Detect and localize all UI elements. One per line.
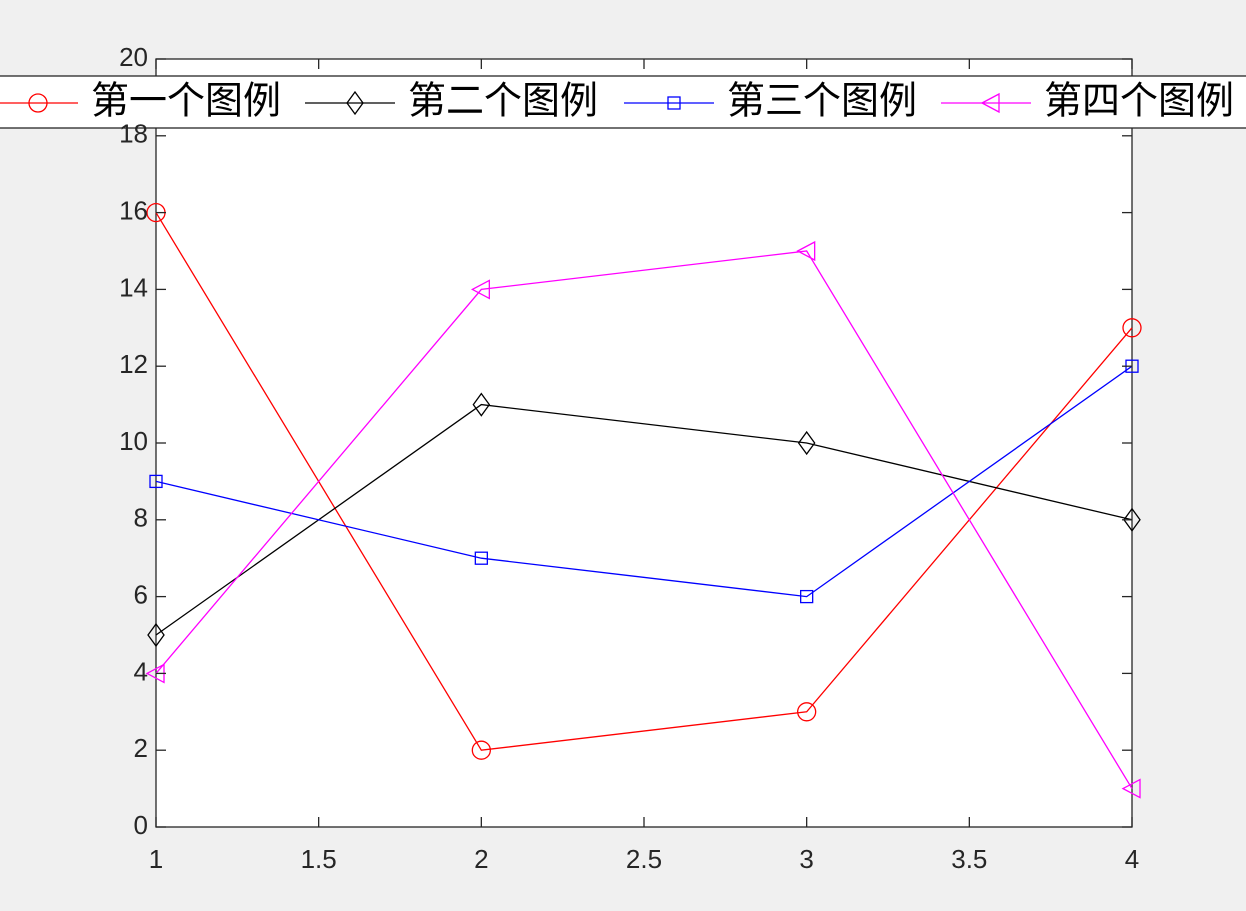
marks (145, 202, 1142, 799)
y-tick-label: 14 (119, 272, 148, 302)
y-tick-label: 6 (134, 579, 148, 609)
marker (1122, 318, 1142, 338)
marker (796, 240, 816, 262)
legend: 第一个图例 第二个图例 第三个图例 第四个图例 (0, 75, 1246, 129)
x-tick-label: 1 (149, 844, 163, 874)
marker (346, 90, 364, 116)
marker (28, 93, 48, 113)
legend-label: 第二个图例 (408, 81, 598, 123)
y-tick-label: 20 (119, 42, 148, 72)
y-tick-label: 12 (119, 349, 148, 379)
y-tick-label: 8 (134, 503, 148, 533)
marker (470, 279, 490, 300)
x-tick-label: 1.5 (301, 844, 337, 874)
y-tick-label: 18 (119, 119, 148, 149)
x-tick-label: 3.5 (951, 844, 987, 874)
marker (980, 92, 1000, 114)
series-line (155, 250, 1133, 789)
marker (147, 622, 165, 648)
legend-box (0, 75, 1246, 129)
marker (472, 392, 491, 417)
series-line (155, 365, 1133, 598)
marker (1121, 778, 1141, 799)
legend-label: 第三个图例 (727, 81, 917, 123)
x-tick-label: 2 (474, 844, 488, 874)
marker (800, 589, 814, 604)
y-tick-label: 16 (119, 195, 148, 225)
marker (149, 474, 163, 489)
marker (797, 430, 816, 456)
y-tick-label: 0 (134, 810, 148, 840)
legend-label: 第四个图例 (1044, 81, 1234, 123)
marker (1123, 507, 1141, 532)
marker (667, 96, 681, 110)
marker (474, 551, 488, 565)
x-tick-label: 2.5 (626, 844, 662, 874)
marker (797, 702, 817, 722)
y-tick-label: 4 (134, 656, 148, 686)
legend-label: 第一个图例 (91, 81, 281, 123)
y-tick-label: 2 (134, 733, 148, 763)
y-tick-label: 10 (119, 426, 148, 456)
plot-area (155, 58, 1133, 828)
x-tick-label: 3 (799, 844, 813, 874)
marker (471, 740, 491, 760)
x-tick-label: 4 (1125, 844, 1139, 874)
